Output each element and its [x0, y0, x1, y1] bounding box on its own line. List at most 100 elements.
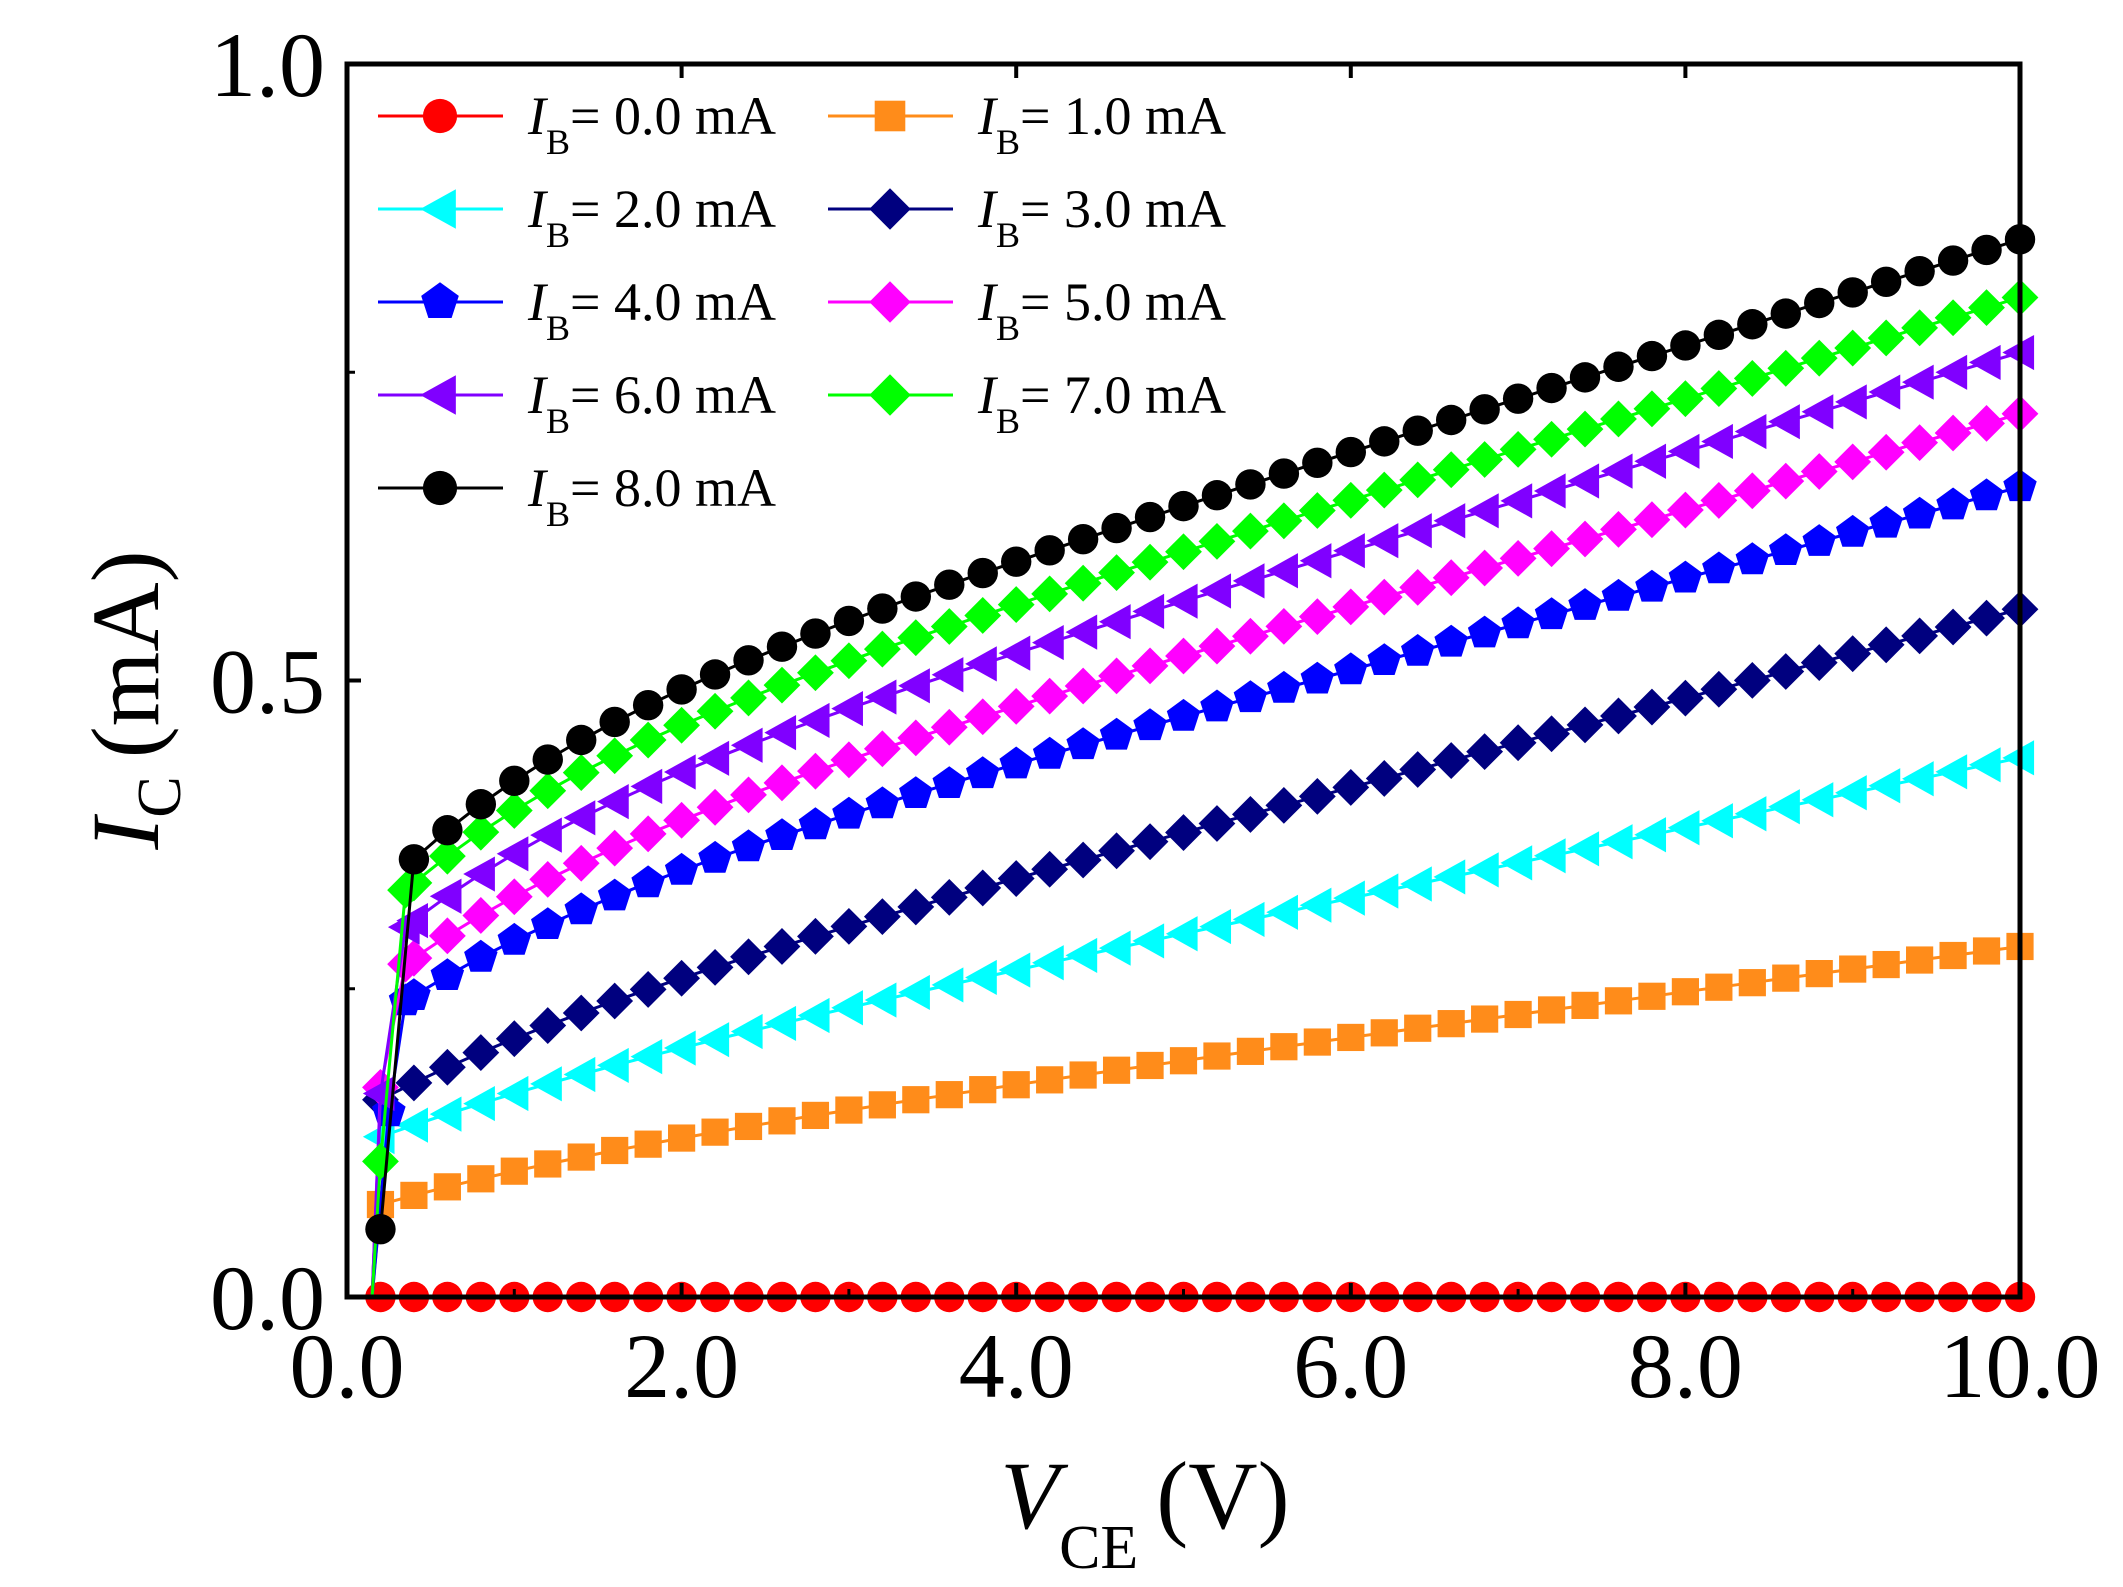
data-point [965, 959, 997, 996]
legend-item: IB= 3.0 mA [828, 179, 1226, 255]
legend-label: IB= 1.0 mA [977, 86, 1226, 162]
data-point [1402, 415, 1433, 446]
data-point [1266, 553, 1298, 589]
legend-label: IB= 7.0 mA [977, 365, 1226, 441]
data-point [1400, 513, 1432, 549]
data-point [1165, 637, 1202, 675]
data-point [1471, 1005, 1499, 1033]
data-point [1369, 426, 1400, 457]
data-point [1801, 782, 1834, 818]
data-point [1935, 354, 1968, 390]
data-point [1600, 697, 1637, 735]
data-point [1433, 859, 1466, 895]
data-point [931, 657, 964, 693]
data-point [1968, 747, 2001, 783]
data-point [1533, 473, 1566, 509]
data-point [1872, 950, 1900, 979]
data-point [731, 829, 766, 862]
data-point [763, 928, 801, 965]
data-point [730, 776, 767, 814]
data-point [1399, 751, 1437, 788]
data-point [900, 581, 932, 612]
data-point [1499, 430, 1537, 468]
data-point [422, 470, 458, 506]
data-point [1701, 803, 1733, 839]
series-4-0-mA [370, 469, 2037, 1298]
data-point [1702, 551, 1736, 584]
data-point [863, 630, 901, 668]
data-point [868, 1091, 896, 1119]
data-point [897, 619, 935, 657]
data-point [632, 689, 664, 721]
data-point [1835, 384, 1867, 420]
data-point [1435, 404, 1467, 436]
data-point [1937, 245, 1969, 276]
axis-ticks: 0.0 2.0 4.0 6.0 8.0 10.0 0.0 0.5 1.0 [210, 14, 2101, 1417]
data-point [1936, 487, 1970, 520]
data-point [663, 706, 700, 744]
data-point [1302, 447, 1333, 479]
data-point [531, 907, 565, 939]
data-point [902, 1086, 930, 1114]
data-point [1566, 706, 1604, 744]
data-point [1770, 298, 1801, 329]
data-point [1432, 742, 1470, 779]
data-point [1467, 615, 1502, 648]
data-point [496, 1075, 529, 1112]
data-point [869, 188, 911, 230]
data-point [562, 994, 600, 1032]
data-point [1737, 309, 1768, 340]
data-point [1733, 360, 1771, 397]
data-point [400, 1181, 428, 1209]
data-point [467, 1165, 495, 1193]
data-point [997, 860, 1035, 897]
data-point [1365, 760, 1403, 797]
data-point [1335, 436, 1367, 468]
series-line [370, 296, 2021, 1298]
data-point [596, 737, 634, 775]
data-point [797, 654, 834, 692]
data-point [1133, 708, 1167, 741]
data-point [1600, 824, 1633, 860]
legend-label: IB= 8.0 mA [527, 458, 776, 534]
data-point [734, 1112, 763, 1141]
data-point [874, 100, 906, 132]
data-point [1566, 520, 1604, 558]
data-point [629, 721, 667, 759]
data-point [730, 679, 767, 717]
data-point [634, 1130, 662, 1158]
data-point [1700, 370, 1738, 407]
data-point [421, 282, 459, 318]
data-point [764, 1005, 797, 1042]
data-point [596, 982, 634, 1020]
data-point [629, 971, 667, 1008]
data-point [1504, 1000, 1532, 1029]
data-point [1705, 973, 1733, 1001]
data-point [1667, 433, 1700, 469]
data-point [428, 917, 466, 955]
data-point [1466, 733, 1504, 771]
data-point [1738, 969, 1766, 997]
data-point [1901, 309, 1939, 347]
data-point [534, 1150, 562, 1178]
data-point [529, 1007, 567, 1044]
data-point [1102, 1056, 1131, 1084]
data-point [420, 375, 456, 415]
data-point [1165, 533, 1202, 571]
data-point [1165, 583, 1198, 619]
data-point [395, 1064, 433, 1102]
data-point [1432, 559, 1470, 597]
data-point [1001, 546, 1032, 577]
data-point [1232, 796, 1269, 833]
data-point [1031, 677, 1069, 715]
data-point [365, 1213, 396, 1245]
data-point [1802, 524, 1836, 556]
data-point [500, 1157, 528, 1185]
data-point [930, 878, 968, 916]
data-point [567, 1143, 595, 1171]
data-point [1166, 698, 1201, 731]
data-point [1265, 502, 1303, 540]
data-point [1537, 996, 1566, 1024]
y-tick-label: 0.5 [210, 631, 325, 733]
data-point [934, 569, 965, 600]
